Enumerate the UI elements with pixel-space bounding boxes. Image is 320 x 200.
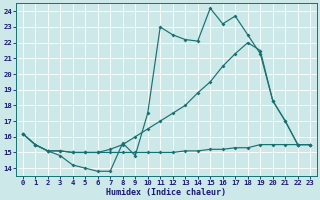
X-axis label: Humidex (Indice chaleur): Humidex (Indice chaleur) — [107, 188, 227, 197]
